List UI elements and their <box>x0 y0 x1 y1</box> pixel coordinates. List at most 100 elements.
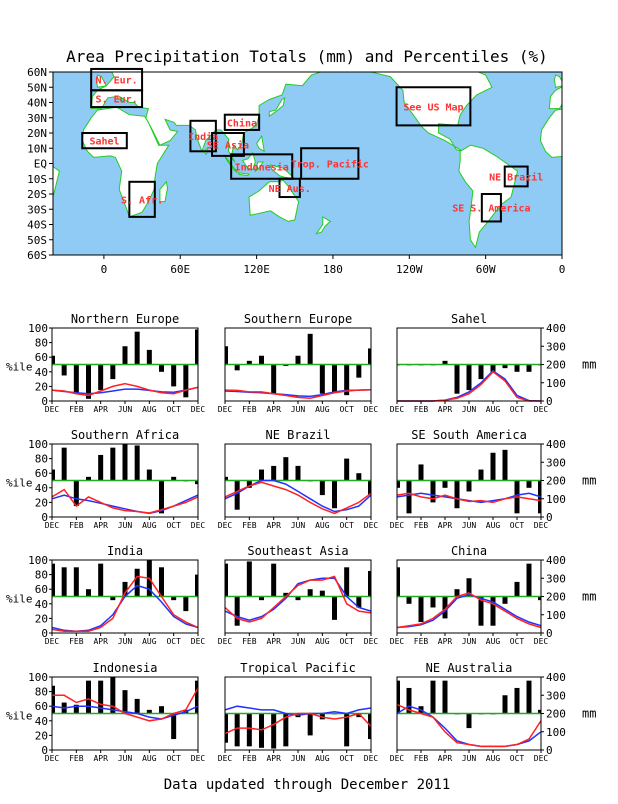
mm-tick-label: 0 <box>546 627 553 640</box>
mm-tick-label: 300 <box>546 456 566 469</box>
percentile-bar <box>271 713 277 749</box>
percentile-bar <box>110 677 116 714</box>
month-tick-label: JUN <box>291 521 306 530</box>
observed-precip-line <box>396 492 542 504</box>
percentile-bar <box>368 480 371 496</box>
pct-tick-label: 100 <box>28 671 48 684</box>
region-label: India <box>188 131 218 143</box>
pct-tick-label: 0 <box>41 744 48 757</box>
region-box: Indonesia <box>230 153 294 180</box>
month-tick-label: FEB <box>242 405 257 414</box>
percentile-bar <box>195 680 198 714</box>
normal-precip-line <box>51 705 199 720</box>
mm-tick-label: 200 <box>546 475 566 488</box>
percentile-bar <box>502 596 508 604</box>
region-box: China <box>223 113 261 131</box>
month-tick-label: JUN <box>291 405 306 414</box>
region-outline <box>128 180 156 218</box>
land-new-guinea <box>269 164 297 180</box>
percentile-bar <box>466 364 472 391</box>
pct-tick-label: 20 <box>35 496 48 509</box>
panel: Southern Europe DEC FEB APR JUN AUG OCT DEC <box>218 312 379 414</box>
panel-title: China <box>451 544 487 558</box>
pct-tick-label: 20 <box>35 729 48 742</box>
land-antarctica <box>53 264 511 301</box>
percentile-bar <box>307 713 313 736</box>
percentile-bar <box>73 480 79 507</box>
month-tick-label: OCT <box>339 521 354 530</box>
percentile-bar <box>259 596 264 601</box>
mm-tick-label: 300 <box>546 689 566 702</box>
panel: Southeast Asia DEC FEB APR JUN AUG OCT DEC <box>218 544 379 646</box>
percentile-bar <box>406 480 412 514</box>
percentile-bar <box>442 480 448 488</box>
pct-tick-label: 40 <box>35 366 48 379</box>
region-label: SE S. America <box>452 203 530 215</box>
percentile-bar <box>246 360 252 365</box>
percentile-bar <box>225 346 228 365</box>
world-map: 60N 50N 40N 30N 20N 10N EQ 10S 20S 30S 40S 50S 60S 0 6… <box>27 66 565 301</box>
panel: Tropical Pacific DEC FEB APR JUN AUG OCT DEC <box>218 661 379 763</box>
mm-tick-label: 0 <box>546 511 553 524</box>
pct-tick-label: 0 <box>41 627 48 640</box>
percentile-bar <box>122 346 128 365</box>
percentile-bar <box>344 458 350 481</box>
percentile-bar <box>344 567 350 597</box>
percentile-bar <box>454 589 460 597</box>
percentile-bar <box>442 680 448 714</box>
percentile-bar <box>397 680 400 714</box>
mm-axis-label: mm <box>582 590 596 604</box>
mm-tick-label: 100 <box>546 726 566 739</box>
month-tick-label: JUN <box>291 754 306 763</box>
month-tick-label: AUG <box>486 521 501 530</box>
month-tick-label: OCT <box>510 754 525 763</box>
month-tick-label: FEB <box>242 521 257 530</box>
lon-tick-label: 60E <box>170 263 190 276</box>
month-tick-label: FEB <box>69 521 84 530</box>
percentile-bar <box>466 713 472 729</box>
percentile-bar <box>526 680 532 714</box>
percentile-bar <box>171 596 177 601</box>
pct-tick-label: 20 <box>35 612 48 625</box>
pct-tick-label: 0 <box>41 511 48 524</box>
percentile-bar <box>122 444 128 481</box>
percentile-bar <box>73 364 79 394</box>
region-label: Trop. Pacific <box>291 159 369 171</box>
region-box: S. Afr. <box>121 180 163 218</box>
month-tick-label: OCT <box>166 637 181 646</box>
pct-tick-label: 60 <box>35 583 48 596</box>
mm-tick-label: 100 <box>546 493 566 506</box>
land-south-america <box>53 166 60 198</box>
pct-tick-label: 60 <box>35 700 48 713</box>
percentile-bar <box>283 457 289 481</box>
region-box: See US Map <box>395 86 472 127</box>
percentile-bar <box>466 480 472 492</box>
percentile-bar <box>319 364 325 394</box>
percentile-bar <box>246 561 252 597</box>
percentile-bar <box>146 349 152 365</box>
lat-tick-label: 10S <box>27 173 47 186</box>
mm-tick-label: 200 <box>546 591 566 604</box>
region-label: S. Afr. <box>121 195 163 206</box>
lat-tick-label: 30S <box>27 203 47 216</box>
observed-precip-line <box>224 481 372 515</box>
region-outline <box>300 147 360 180</box>
month-tick-label: OCT <box>510 405 525 414</box>
month-tick-label: OCT <box>166 521 181 530</box>
month-tick-label: FEB <box>242 637 257 646</box>
percentile-bar <box>110 364 116 380</box>
land-masses <box>53 72 562 301</box>
land-philippines <box>256 134 265 153</box>
observed-precip-line <box>224 712 372 735</box>
mm-tick-label: 400 <box>546 438 566 451</box>
percentile-bar <box>159 706 164 714</box>
percentile-bar <box>538 596 541 601</box>
percentile-bar <box>225 713 228 743</box>
month-tick-label: APR <box>266 521 281 530</box>
percentile-bar <box>514 364 520 372</box>
